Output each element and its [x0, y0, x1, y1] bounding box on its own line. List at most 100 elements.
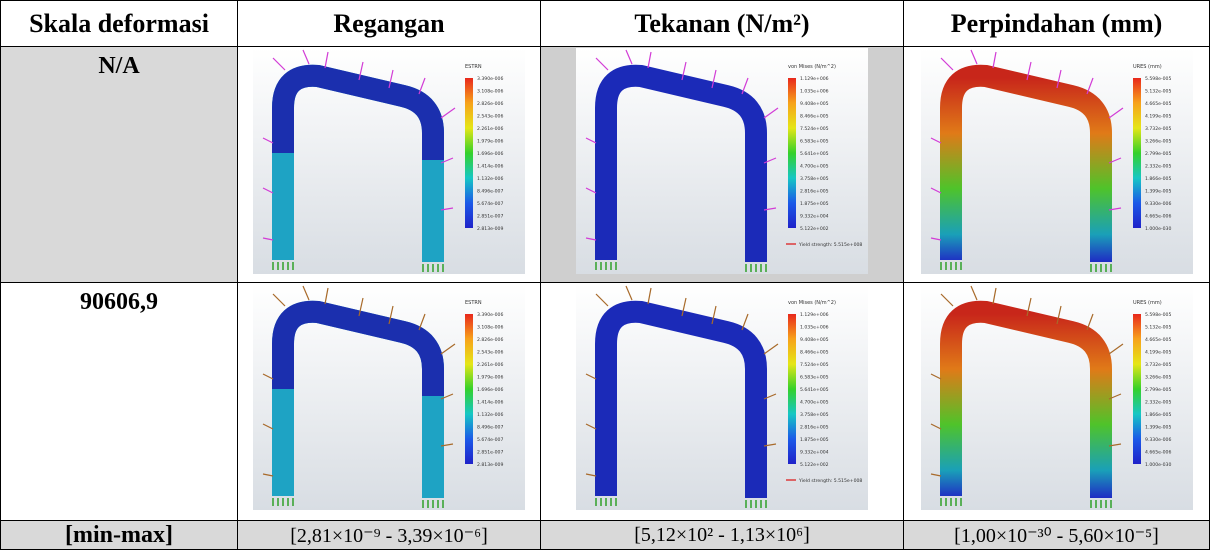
legend-label: 6.583e+005 — [800, 139, 829, 145]
simulation-image: URES (mm) 5.598e-005 5.132e-005 4.665e-005 4… — [921, 48, 1193, 274]
legend-label: 3.390e-006 — [477, 76, 503, 82]
image-cell: von Mises (N/m^2)1.129e+0061.035e+0069.4… — [541, 283, 904, 521]
legend-label: 5.641e+005 — [800, 387, 829, 393]
legend-label: 3.758e+005 — [800, 412, 829, 418]
legend-label: 5.132e-005 — [1145, 325, 1171, 331]
row-label: N/A — [1, 47, 238, 283]
simulation-image: von Mises (N/m^2)1.129e+0061.035e+0069.4… — [576, 284, 868, 510]
legend-label: 5.674e-007 — [477, 201, 503, 207]
footer-label: [min-max] — [1, 521, 238, 550]
legend-title: URES (mm) — [1133, 64, 1162, 70]
color-bar — [465, 314, 473, 464]
legend-label: 2.816e+005 — [800, 425, 829, 431]
legend-label: 5.122e+002 — [800, 462, 829, 468]
legend-label: 2.543e-006 — [477, 350, 503, 356]
legend-label: 1.866e-005 — [1145, 412, 1171, 418]
legend-label: 1.129e+006 — [800, 312, 829, 318]
legend-label: 1.696e-006 — [477, 387, 503, 393]
simulation-image: von Mises (N/m^2) 1.129e+006 1.035e+006 9.4… — [576, 48, 868, 274]
legend-label: 9.330e-006 — [1145, 437, 1171, 443]
legend-label: 2.851e-007 — [477, 214, 503, 220]
legend-label: 3.108e-006 — [477, 325, 503, 331]
legend-label: 1.414e-006 — [477, 400, 503, 406]
image-cell: URES (mm) 5.598e-005 5.132e-005 4.665e-005 4… — [904, 47, 1210, 283]
legend-label: 6.583e+005 — [800, 375, 829, 381]
legend-label: 2.799e-005 — [1145, 387, 1171, 393]
legend-label: 1.979e-006 — [477, 375, 503, 381]
results-table: Skala deformasi Regangan Tekanan (N/m²) … — [0, 0, 1210, 550]
legend-label: 2.851e-007 — [477, 450, 503, 456]
row: N/A ESTRN3.390e-0063.108e-0062.826e-0062… — [1, 47, 1210, 283]
legend-label: 4.199e-005 — [1145, 350, 1171, 356]
legend-label: 5.598e-005 — [1145, 76, 1171, 82]
legend-label: 1.696e-006 — [477, 151, 503, 157]
legend-label: 1.035e+006 — [800, 89, 829, 95]
simulation-image: URES (mm)5.598e-0055.132e-0054.665e-0054… — [921, 284, 1193, 510]
simulation-image: ESTRN 3.390e-006 3.108e-006 2.826e-006 2.543… — [253, 284, 525, 510]
legend-label: 2.261e-006 — [477, 362, 503, 368]
legend-label: 2.261e-006 — [477, 126, 503, 132]
legend-label: 4.665e-005 — [1145, 337, 1171, 343]
legend-label: 3.266e-005 — [1145, 375, 1171, 381]
legend-note: Yield strength: 5.515e+008 — [798, 242, 862, 248]
header-cell: Tekanan (N/m²) — [541, 1, 904, 47]
legend-label: 3.390e-006 — [477, 312, 503, 318]
legend-label: 9.332e+004 — [800, 450, 829, 456]
color-bar — [788, 314, 796, 464]
legend-label: 5.132e-005 — [1145, 89, 1171, 95]
color-bar — [1133, 78, 1141, 228]
legend-title: ESTRN — [465, 300, 482, 306]
legend-label: 2.826e-006 — [477, 101, 503, 107]
legend-label: 9.408e+005 — [800, 337, 829, 343]
legend-label: 2.332e-005 — [1145, 164, 1171, 170]
legend-label: 3.108e-006 — [477, 89, 503, 95]
legend-label: 8.466e+005 — [800, 350, 829, 356]
header-row: Skala deformasi Regangan Tekanan (N/m²) … — [1, 1, 1210, 47]
legend-label: 4.665e-006 — [1145, 450, 1171, 456]
legend-label: 2.816e+005 — [800, 189, 829, 195]
simulation-image: ESTRN3.390e-0063.108e-0062.826e-0062.543… — [253, 48, 525, 274]
legend-label: 1.000e-030 — [1145, 226, 1171, 232]
image-cell: ESTRN 3.390e-006 3.108e-006 2.826e-006 2.543… — [238, 283, 541, 521]
legend-label: 4.665e-006 — [1145, 214, 1171, 220]
legend-label: 8.496e-007 — [477, 189, 503, 195]
legend-label: 4.665e-005 — [1145, 101, 1171, 107]
legend-label: 1.875e+005 — [800, 201, 829, 207]
legend-label: 9.330e-006 — [1145, 201, 1171, 207]
legend-note: Yield strength: 5.515e+008 — [798, 478, 862, 484]
legend-label: 3.732e-005 — [1145, 126, 1171, 132]
legend-label: 9.408e+005 — [800, 101, 829, 107]
legend-label: 4.700e+005 — [800, 400, 829, 406]
legend-title: von Mises (N/m^2) — [788, 64, 836, 70]
image-cell: URES (mm)5.598e-0055.132e-0054.665e-0054… — [904, 283, 1210, 521]
legend-label: 9.332e+004 — [800, 214, 829, 220]
image-cell: von Mises (N/m^2) 1.129e+006 1.035e+006 9.4… — [541, 47, 904, 283]
header-cell: Perpindahan (mm) — [904, 1, 1210, 47]
legend-label: 3.266e-005 — [1145, 139, 1171, 145]
legend-label: 2.543e-006 — [477, 114, 503, 120]
page: Skala deformasi Regangan Tekanan (N/m²) … — [0, 0, 1210, 540]
legend-label: 8.466e+005 — [800, 114, 829, 120]
legend-label: 2.826e-006 — [477, 337, 503, 343]
header-cell: Regangan — [238, 1, 541, 47]
legend-label: 3.732e-005 — [1145, 362, 1171, 368]
color-bar — [788, 78, 796, 228]
legend-label: 4.700e+005 — [800, 164, 829, 170]
legend-label: 2.813e-009 — [477, 462, 503, 468]
header-cell: Skala deformasi — [1, 1, 238, 47]
legend-label: 1.132e-006 — [477, 412, 503, 418]
legend-label: 2.799e-005 — [1145, 151, 1171, 157]
footer-cell: [1,00×10⁻³⁰ - 5,60×10⁻⁵] — [904, 521, 1210, 550]
color-bar — [465, 78, 473, 228]
legend-label: 1.866e-005 — [1145, 176, 1171, 182]
color-bar — [1133, 314, 1141, 464]
legend-label: 1.875e+005 — [800, 437, 829, 443]
legend-label: 1.129e+006 — [800, 76, 829, 82]
legend-label: 7.524e+005 — [800, 362, 829, 368]
legend-label: 5.674e-007 — [477, 437, 503, 443]
legend-label: 7.524e+005 — [800, 126, 829, 132]
legend-label: 1.414e-006 — [477, 164, 503, 170]
legend-label: 1.979e-006 — [477, 139, 503, 145]
legend-label: 5.122e+002 — [800, 226, 829, 232]
